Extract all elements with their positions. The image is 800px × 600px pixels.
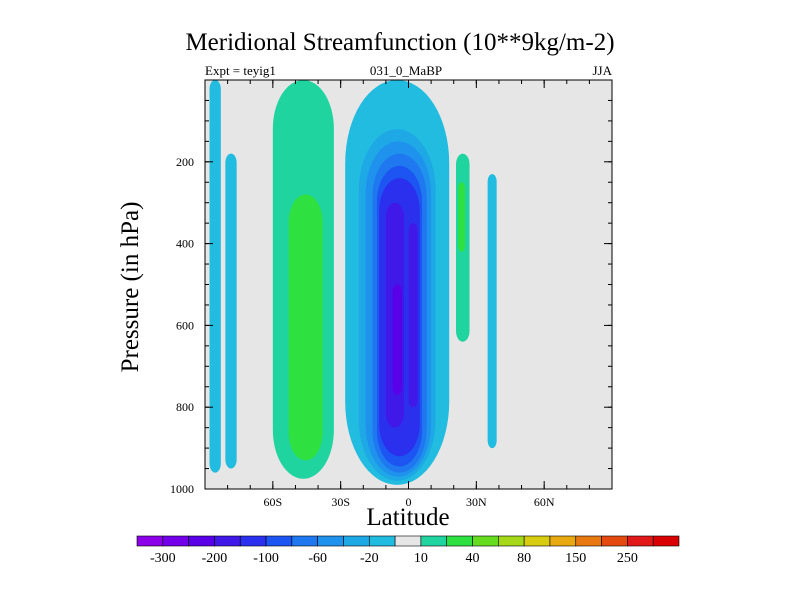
colorbar-swatch xyxy=(523,535,551,547)
colorbar-swatch xyxy=(343,535,370,547)
x-tick-label: 30S xyxy=(331,495,350,509)
season-label: JJA xyxy=(592,63,612,78)
y-tick-label: 200 xyxy=(176,155,194,169)
x-tick-label: 0 xyxy=(406,495,412,509)
colorbar-label: -100 xyxy=(253,551,279,566)
chart-title: Meridional Streamfunction (10**9kg/m-2) xyxy=(185,29,615,56)
colorbar-label: -200 xyxy=(202,551,228,566)
colorbar-label: -60 xyxy=(308,551,327,566)
sh-polar-cell-band-1 xyxy=(209,80,221,473)
y-tick-label: 600 xyxy=(176,318,194,332)
sh-polar-cell-band-2 xyxy=(225,153,237,469)
colorbar-swatch xyxy=(652,535,680,547)
x-tick-label: 60S xyxy=(263,495,282,509)
hadley-cell-max-inner xyxy=(392,284,402,395)
colorbar-swatch xyxy=(394,535,422,547)
x-tick-label: 60N xyxy=(534,495,555,509)
colorbar-label: 250 xyxy=(617,551,638,566)
colorbar-label: -20 xyxy=(360,551,379,566)
period-label: 031_0_MaBP xyxy=(369,63,443,78)
colorbar-swatch xyxy=(265,535,293,547)
y-tick-label: 800 xyxy=(176,400,194,414)
experiment-label: Expt = teyig1 xyxy=(205,63,276,78)
colorbar-swatch xyxy=(446,535,473,547)
colorbar-swatch xyxy=(317,535,344,547)
colorbar-swatch xyxy=(162,535,189,547)
colorbar-swatch xyxy=(368,535,396,547)
y-tick-label: 400 xyxy=(176,237,194,251)
colorbar-swatch xyxy=(627,535,654,547)
colorbar-swatch xyxy=(498,535,525,547)
colorbar-swatch xyxy=(214,535,241,547)
x-tick-label: 30N xyxy=(466,495,487,509)
colorbar-swatch xyxy=(420,535,448,547)
colorbar-swatch xyxy=(291,535,318,547)
colorbar-swatch xyxy=(136,535,164,547)
colorbar-swatch xyxy=(575,535,602,547)
y-tick-label: 1000 xyxy=(170,482,194,496)
nh-ferrel-cell-core xyxy=(458,182,466,252)
colorbar-swatch xyxy=(549,535,577,547)
colorbar-swatch xyxy=(188,535,215,547)
hadley-cell-max-2 xyxy=(408,223,418,408)
sh-ferrel-cell-core xyxy=(288,194,323,461)
colorbar-swatch xyxy=(239,535,267,547)
colorbar-label: 80 xyxy=(517,551,531,566)
contour-field xyxy=(209,80,497,485)
x-axis-label: Latitude xyxy=(366,504,450,531)
colorbar-swatch xyxy=(601,535,628,547)
colorbar-label: 10 xyxy=(414,551,428,566)
colorbar-label: 40 xyxy=(466,551,480,566)
colorbar-swatch xyxy=(472,535,499,547)
colorbar-label: 150 xyxy=(565,551,586,566)
colorbar-label: -300 xyxy=(150,551,176,566)
nh-negative-band xyxy=(487,174,497,449)
